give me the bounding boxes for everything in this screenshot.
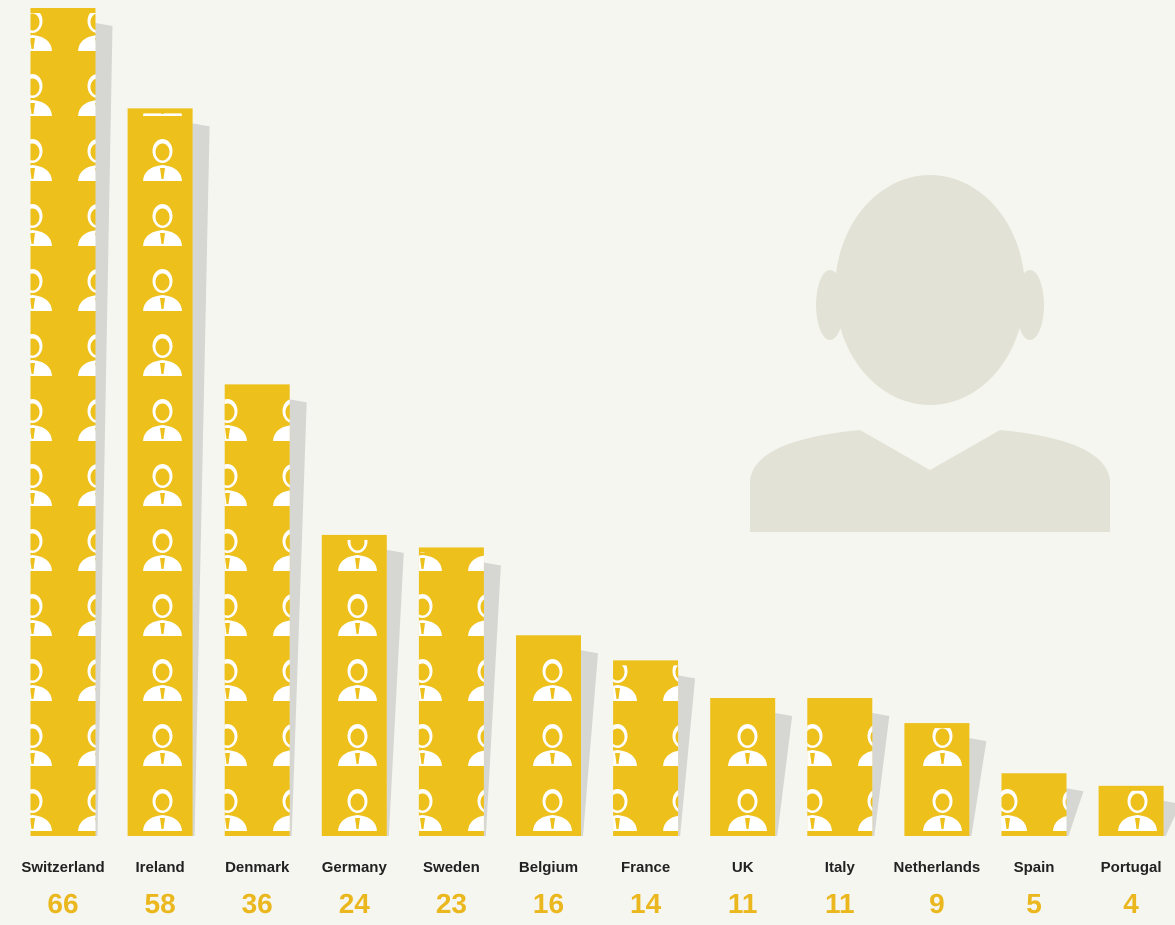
value-label: 58 [145,888,176,919]
value-label: 24 [339,888,371,919]
bar-shadow [1067,788,1084,836]
value-label: 66 [47,888,78,919]
category-label: Netherlands [894,859,981,876]
value-label: 36 [242,888,273,919]
bar-shadow [387,550,404,836]
bar-shadow [581,650,598,836]
bar-shadow [678,675,695,836]
chart: Switzerland 66 Ireland 58 Denmark 36 Germany 24… [0,0,1175,925]
bar-icons [225,389,290,836]
category-label: Spain [1014,859,1055,876]
bar-icons [904,728,969,836]
bar-icons [419,552,484,836]
category-label: Italy [825,859,856,876]
bar-shadow [290,399,307,836]
bar-icons [1099,791,1164,836]
bar-icons [128,113,193,836]
bar-icons [613,665,678,836]
value-label: 9 [929,888,945,919]
value-label: 16 [533,888,564,919]
bar-shadow [969,738,986,836]
bar-icons [807,703,872,836]
bar-shadow [193,123,210,836]
category-label: Germany [322,859,388,876]
bar-shadow [775,713,792,836]
bar-icons [31,13,96,836]
category-label: Belgium [519,859,578,876]
category-label: France [621,859,670,876]
value-label: 5 [1026,888,1042,919]
value-label: 14 [630,888,662,919]
bar-shadow [872,713,889,836]
background-person [750,175,1110,532]
bar-shadow [96,23,113,836]
category-label: Denmark [225,859,290,876]
bar-shadow [484,562,501,836]
category-label: Switzerland [21,859,104,876]
category-label: Sweden [423,859,480,876]
category-label: Portugal [1101,859,1162,876]
value-label: 11 [728,888,758,919]
category-label: UK [732,859,754,876]
bar-shadow [1164,801,1175,836]
bar-icons [516,640,581,836]
value-label: 11 [825,888,855,919]
value-label: 4 [1123,888,1139,919]
bar-icons [322,540,387,836]
bar-icons [1002,778,1067,836]
category-label: Ireland [136,859,185,876]
value-label: 23 [436,888,467,919]
bar-icons [710,703,775,836]
